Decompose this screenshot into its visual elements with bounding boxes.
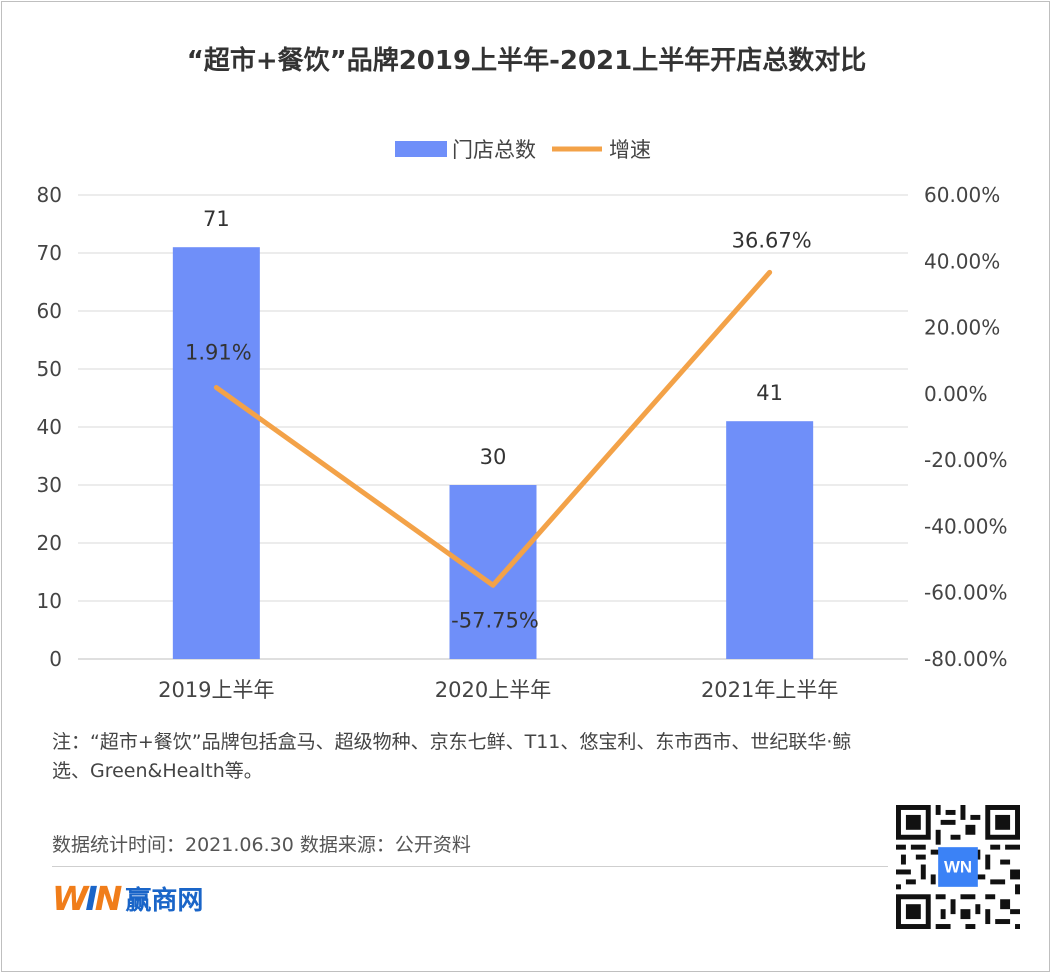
logo-text: 赢商网 — [125, 885, 204, 916]
chart-title: “超市+餐饮”品牌2019上半年-2021上半年开店总数对比 — [186, 46, 867, 76]
bar-value-label: 30 — [480, 445, 507, 469]
right-tick-label: 20.00% — [924, 316, 1000, 340]
right-tick-label: -20.00% — [924, 448, 1007, 472]
left-tick-label: 50 — [37, 357, 62, 381]
footnote: 注：“超市+餐饮”品牌包括盒马、超级物种、京东七鲜、T11、悠宝利、东市西市、世… — [52, 731, 852, 782]
right-tick-label: -40.00% — [924, 514, 1007, 538]
right-tick-label: -80.00% — [924, 647, 1007, 671]
left-tick-label: 70 — [37, 241, 62, 265]
legend-line-label: 增速 — [609, 138, 651, 162]
left-tick-label: 80 — [37, 183, 62, 207]
left-tick-label: 10 — [37, 589, 62, 613]
right-tick-label: 40.00% — [924, 249, 1000, 273]
bar — [726, 421, 814, 659]
left-tick-label: 30 — [37, 473, 62, 497]
legend: 门店总数 增速 — [395, 138, 651, 162]
right-tick-label: 0.00% — [924, 382, 988, 406]
x-tick-label: 2019上半年 — [158, 678, 274, 702]
left-tick-label: 20 — [37, 531, 62, 555]
x-tick-label: 2020上半年 — [435, 678, 551, 702]
axis-ticks: 0 10 20 30 40 50 60 70 80 -80.00% -60.00% -40.00% -2… — [37, 183, 1008, 702]
legend-bar-swatch — [395, 141, 447, 157]
bar — [172, 247, 260, 659]
logo-mark: WIN — [52, 878, 122, 918]
line-value-label: -57.75% — [451, 608, 539, 632]
left-tick-label: 60 — [37, 299, 62, 323]
brand-logo: WIN 赢商网 — [52, 878, 203, 918]
qr-code-icon: WN — [896, 805, 1020, 929]
right-tick-label: -60.00% — [924, 581, 1007, 605]
bar-series — [172, 247, 814, 659]
line-value-label: 36.67% — [732, 228, 812, 252]
right-tick-label: 60.00% — [924, 183, 1000, 207]
data-labels: 71 30 41 1.91% -57.75% 36.67% — [185, 207, 812, 632]
source-line: 数据统计时间：2021.06.30 数据来源：公开资料 — [52, 834, 471, 856]
svg-text:WN: WN — [944, 857, 972, 876]
bar-value-label: 71 — [203, 207, 230, 231]
line-path — [213, 269, 773, 588]
line-series — [213, 269, 773, 588]
divider — [52, 866, 888, 867]
line-value-label: 1.91% — [185, 341, 252, 365]
bar — [449, 485, 537, 659]
bar-value-label: 41 — [756, 381, 783, 405]
legend-bar-label: 门店总数 — [452, 138, 536, 162]
x-tick-label: 2021年上半年 — [701, 678, 838, 702]
left-tick-label: 40 — [37, 415, 62, 439]
left-tick-label: 0 — [49, 647, 62, 671]
